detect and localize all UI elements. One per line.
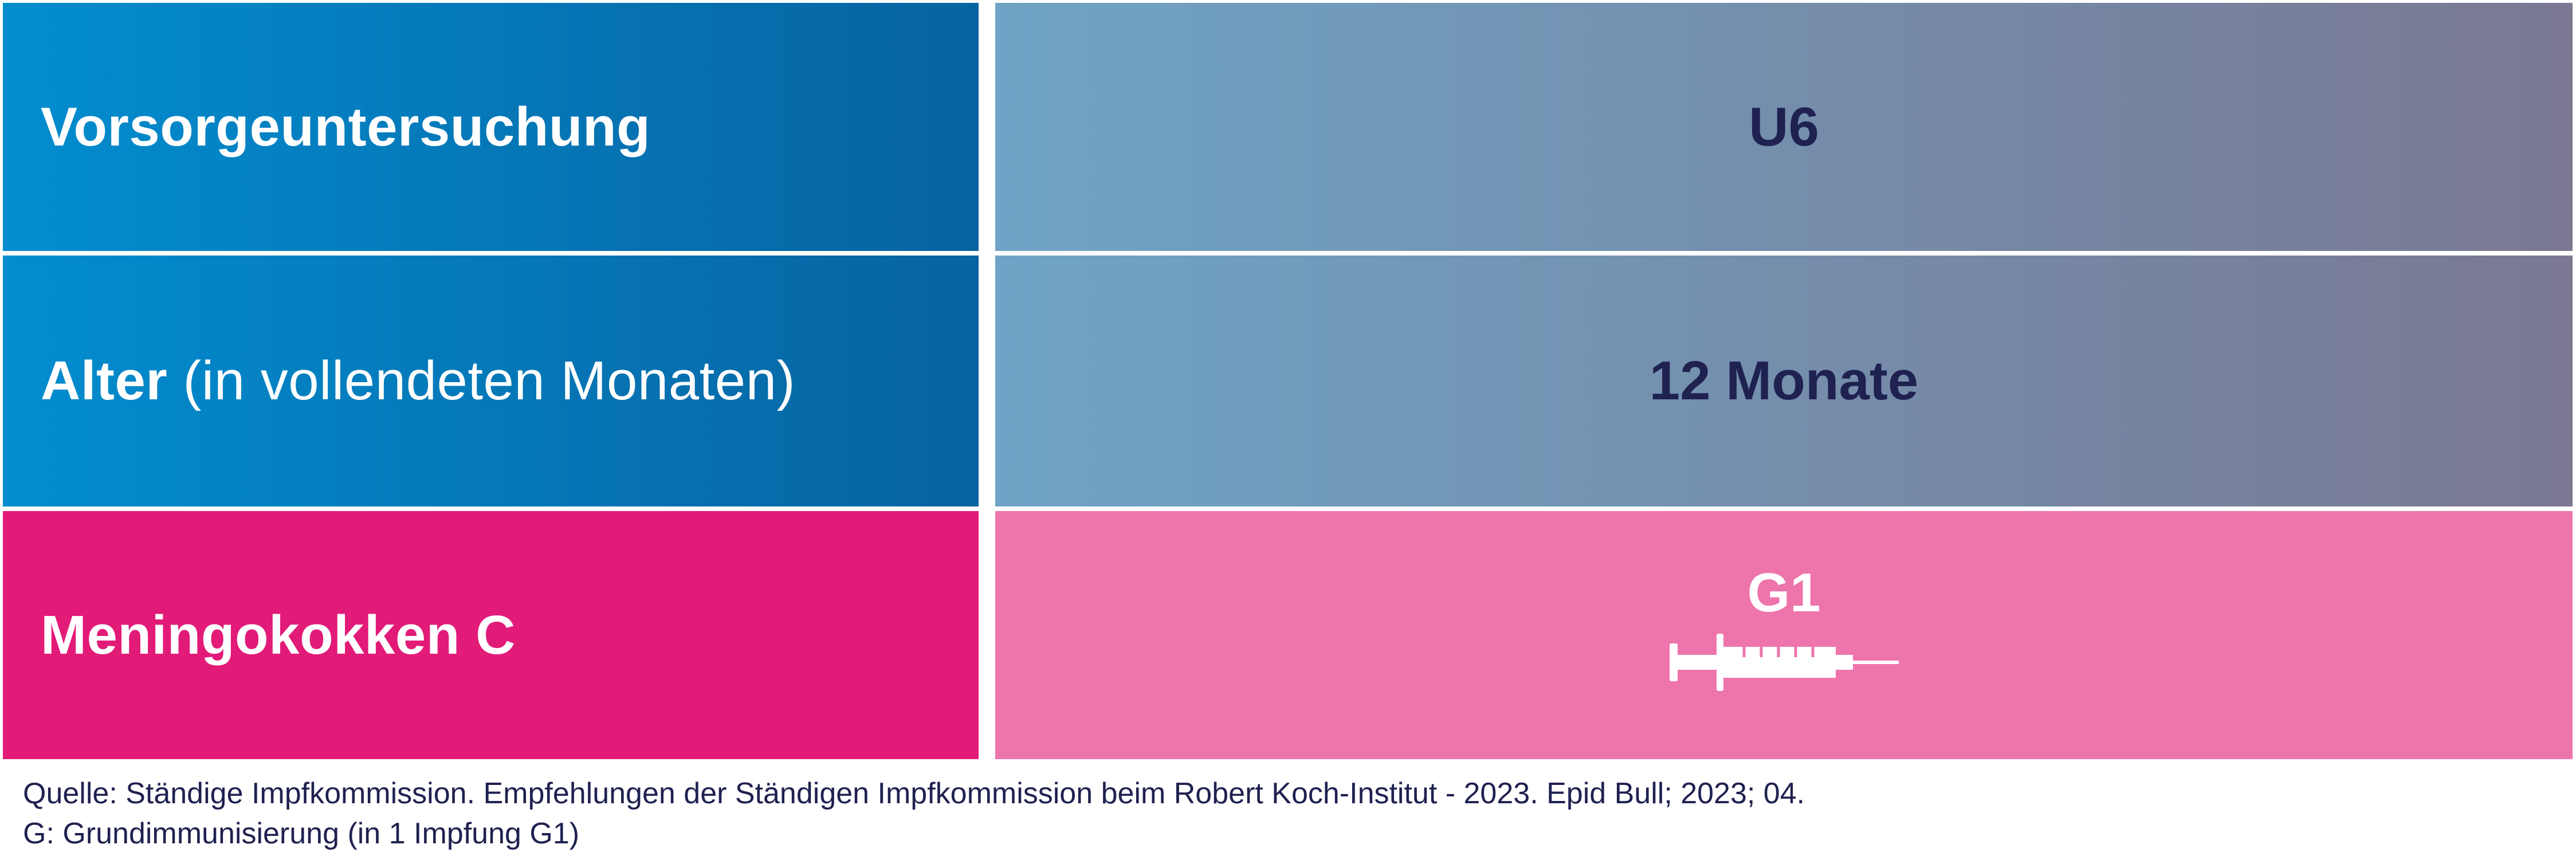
row-value-text: 12 Monate: [1649, 350, 1919, 411]
row-label-subtext: (in vollendeten Monaten): [167, 350, 796, 411]
vaccination-code: G1: [1747, 561, 1821, 623]
row-label-alter: Alter (in vollendeten Monaten): [3, 256, 979, 506]
row-label-text: Meningokokken C: [41, 604, 516, 666]
row-value-age: 12 Monate: [995, 256, 2573, 506]
row-label-text: Alter: [41, 350, 168, 411]
row-value-u6: U6: [995, 3, 2573, 251]
source-note: Quelle: Ständige Impfkommission. Empfehl…: [23, 777, 1805, 810]
legend-note: G: Grundimmunisierung (in 1 Impfung G1): [23, 817, 580, 850]
row-label-meningokokken: Meningokokken C: [3, 511, 979, 759]
row-label-vorsorgeuntersuchung: Vorsorgeuntersuchung: [3, 3, 979, 251]
syringe-icon: [1669, 633, 1899, 691]
row-label-text: Vorsorgeuntersuchung: [41, 96, 651, 158]
row-value-g1: G1: [995, 511, 2573, 759]
footnotes: Quelle: Ständige Impfkommission. Empfehl…: [23, 773, 1805, 854]
row-value-text: U6: [1749, 96, 1819, 158]
